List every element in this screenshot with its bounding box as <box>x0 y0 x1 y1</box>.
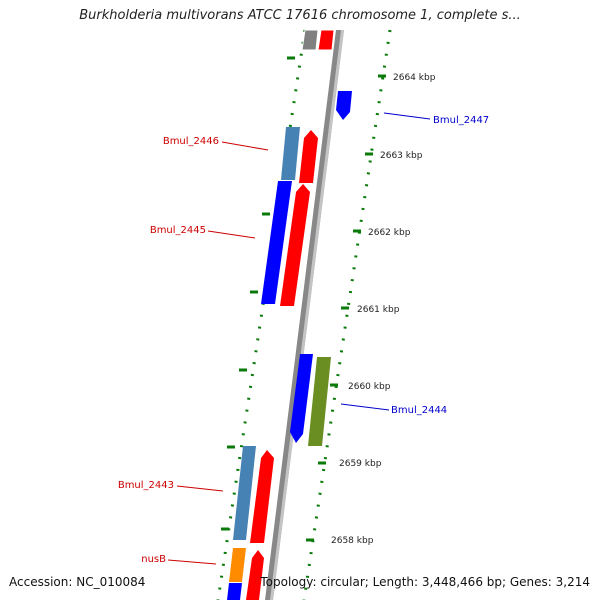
feature-bmul-2443-right[interactable] <box>250 450 274 543</box>
feature-bmul-2444-right[interactable] <box>308 357 331 446</box>
feature-nusb-left-2[interactable] <box>227 583 242 600</box>
backbone <box>265 30 344 600</box>
feature-cds-red[interactable] <box>317 29 335 51</box>
feature-bmul-2445-right[interactable] <box>280 184 310 306</box>
gene-label-bmul-2444[interactable]: Bmul_2444 <box>391 405 447 416</box>
tick-label: 2663 kbp <box>380 151 423 161</box>
label-leader <box>221 141 269 151</box>
label-leader <box>383 112 431 120</box>
feature-nusb-right[interactable] <box>246 550 264 600</box>
tick-label: 2660 kbp <box>348 382 391 392</box>
ruler-left-line <box>216 29 307 600</box>
scale-ticks: 2664 kbp 2663 kbp 2662 kbp 2661 kbp 2660… <box>221 56 436 546</box>
accession-text: Accession: NC_010084 <box>9 575 146 589</box>
gene-label-bmul-2447[interactable]: Bmul_2447 <box>433 115 489 126</box>
tick-label: 2659 kbp <box>339 459 382 469</box>
feature-bmul-2444-left[interactable] <box>290 354 313 443</box>
feature-bmul-2446-left[interactable] <box>281 127 300 180</box>
label-leader <box>340 403 390 411</box>
feature-bmul-2443-left[interactable] <box>233 446 256 540</box>
feature-bmul-2446-right[interactable] <box>299 130 318 183</box>
ruler <box>216 29 392 600</box>
label-leader <box>207 230 256 239</box>
tick-label: 2661 kbp <box>357 305 400 315</box>
gene-label-nusb[interactable]: nusB <box>141 554 166 565</box>
tick-label: 2662 kbp <box>368 228 411 238</box>
ruler-right-line <box>302 29 392 600</box>
backbone-highlight <box>270 30 344 600</box>
map-title: Burkholderia multivorans ATCC 17616 chro… <box>79 8 521 23</box>
label-leader <box>176 485 224 492</box>
tick-label: 2664 kbp <box>393 73 436 83</box>
label-leader <box>167 559 217 565</box>
gene-label-bmul-2446[interactable]: Bmul_2446 <box>163 136 219 147</box>
gene-labels: Bmul_2447 Bmul_2446 Bmul_2445 Bmul_2444 … <box>118 112 489 565</box>
tick-label: 2658 kbp <box>331 536 374 546</box>
feature-bmul-2445-left[interactable] <box>261 181 292 304</box>
feature-cds-gray[interactable] <box>301 29 319 51</box>
gene-label-bmul-2443[interactable]: Bmul_2443 <box>118 480 174 491</box>
feature-bmul-2447[interactable] <box>336 91 352 120</box>
feature-nusb-left[interactable] <box>229 548 246 582</box>
features <box>227 29 352 600</box>
topology-text: Topology: circular; Length: 3,448,466 bp… <box>260 575 590 589</box>
gene-label-bmul-2445[interactable]: Bmul_2445 <box>150 225 206 236</box>
